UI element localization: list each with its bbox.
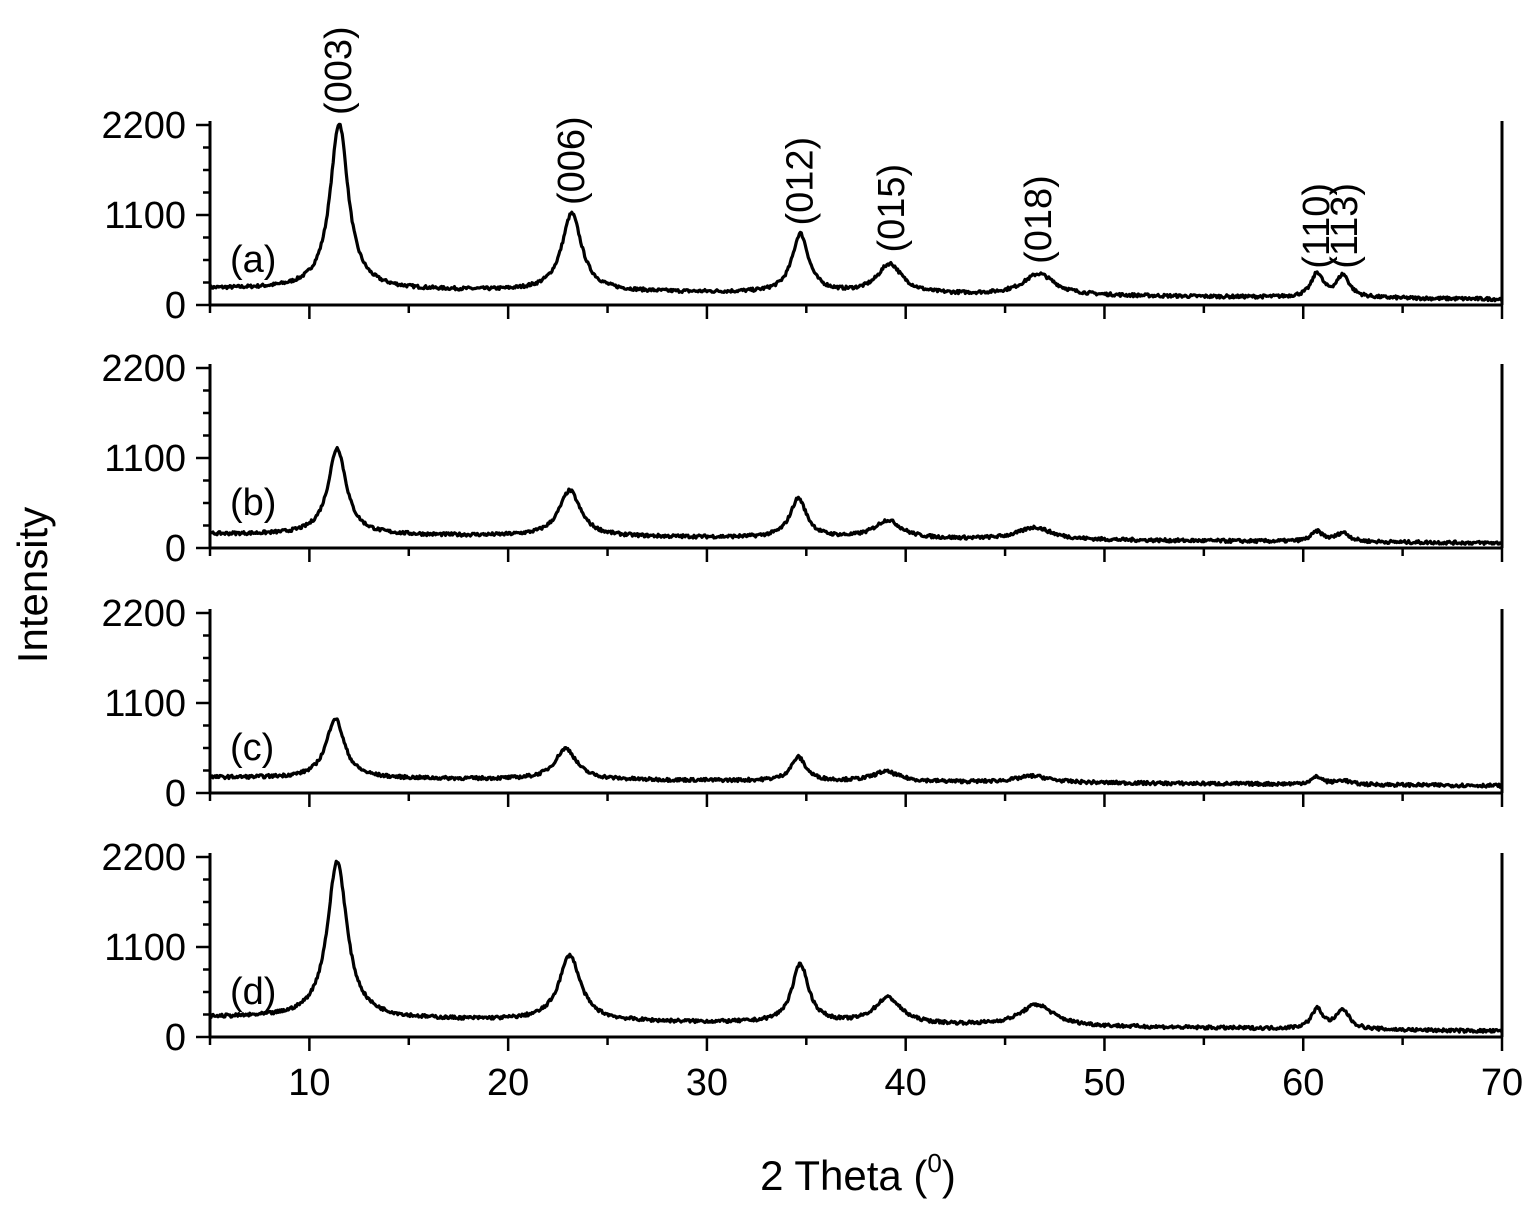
- x-axis-title-superscript: 0: [927, 1148, 941, 1178]
- y-tick-label: 2200: [101, 593, 186, 635]
- peak-label: (015): [871, 164, 913, 253]
- panel-3: 0 1100 2200 (c): [101, 593, 1504, 815]
- panel-label: (d): [230, 971, 276, 1013]
- peak-label: (012): [779, 137, 821, 226]
- panel-label: (b): [230, 482, 276, 524]
- panel-1: 0 1100 2200 (a): [101, 105, 1504, 327]
- panel-label: (a): [230, 239, 276, 281]
- y-tick-label: 0: [165, 1017, 186, 1059]
- y-tick-label: 0: [165, 773, 186, 815]
- x-tick-label: 40: [885, 1062, 927, 1104]
- x-axis-title-text: 2 Theta (: [760, 1152, 927, 1199]
- x-tick-label: 30: [686, 1062, 728, 1104]
- peak-label: (110): [1296, 183, 1338, 269]
- series-line: [209, 446, 1503, 546]
- x-tick-label: 60: [1282, 1062, 1324, 1104]
- panels: 0 1100 2200 (a) 0 1100 2200 (b) 0 1100 2200 (c) 0 110…: [101, 105, 1504, 1059]
- y-tick-label: 0: [165, 528, 186, 570]
- y-tick-label: 0: [165, 285, 186, 327]
- x-tick-label: 70: [1481, 1062, 1523, 1104]
- series-line: [208, 122, 1503, 303]
- y-tick-label: 2200: [101, 837, 186, 879]
- y-tick-label: 1100: [104, 195, 186, 237]
- x-axis-title-close: ): [942, 1152, 956, 1199]
- x-axis-title: 2 Theta (0): [760, 1148, 956, 1199]
- y-tick-label: 1100: [104, 438, 186, 480]
- y-tick-label: 1100: [104, 927, 186, 969]
- x-axis: 10 20 30 40 50 60 70: [288, 1062, 1523, 1104]
- panel-4: 0 1100 2200 (d): [101, 837, 1504, 1059]
- x-tick-label: 50: [1083, 1062, 1125, 1104]
- series-line: [208, 717, 1503, 789]
- panel-2: 0 1100 2200 (b): [101, 348, 1504, 570]
- x-tick-label: 20: [487, 1062, 529, 1104]
- peak-label: (018): [1018, 175, 1060, 264]
- y-tick-label: 2200: [101, 348, 186, 390]
- y-axis-title: Intensity: [9, 507, 56, 663]
- y-tick-label: 2200: [101, 105, 186, 147]
- peak-labels: (003) (006) (012) (015) (018) (110)(113): [318, 26, 1366, 269]
- y-tick-label: 1100: [104, 683, 186, 725]
- peak-label: (006): [551, 116, 593, 205]
- peak-label: (113): [1324, 183, 1366, 269]
- x-tick-label: 10: [288, 1062, 330, 1104]
- panel-label: (c): [230, 727, 274, 769]
- peak-label: (003): [318, 26, 360, 115]
- series-line: [208, 859, 1504, 1034]
